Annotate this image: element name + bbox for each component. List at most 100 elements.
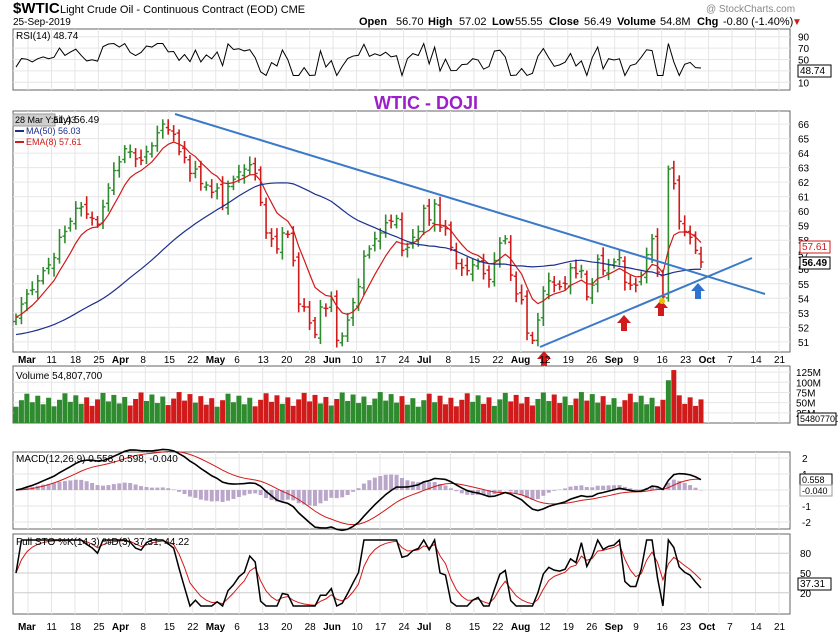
macd-histogram-bar — [367, 480, 372, 490]
volume-bar — [236, 395, 242, 423]
x-tick-label: Apr — [112, 355, 129, 366]
volume-bar — [437, 395, 443, 423]
macd-histogram-bar — [682, 482, 687, 490]
price-panel: 6665646362616059585756555453525128 Mar Y… — [12, 93, 831, 367]
volume-bar — [62, 393, 68, 423]
volume-bar — [182, 400, 188, 423]
volume-bar — [40, 404, 46, 423]
x-tick-label: 8 — [445, 622, 451, 633]
x-tick-label: 15 — [164, 622, 176, 633]
macd-histogram-bar — [378, 476, 383, 490]
y-tick-label: 59 — [798, 222, 810, 233]
y-tick-label: 2 — [802, 454, 808, 465]
macd-histogram-bar — [95, 485, 100, 490]
macd-histogram-bar — [383, 474, 388, 490]
y-tick-label: 52 — [798, 323, 810, 334]
x-tick-label: 19 — [563, 355, 575, 366]
macd-histogram-bar — [541, 490, 546, 496]
x-tick-label: 18 — [70, 355, 82, 366]
macd-histogram-bar — [226, 490, 231, 501]
volume-bar — [627, 393, 633, 423]
macd-histogram-bar — [111, 484, 116, 490]
macd-histogram-bar — [601, 485, 606, 490]
macd-histogram-bar — [313, 490, 318, 506]
volume-bar — [317, 403, 323, 423]
x-tick-label: 14 — [751, 355, 763, 366]
volume-bar — [660, 399, 666, 423]
volume-bar — [149, 394, 155, 423]
header-chg-label: Chg — [697, 16, 718, 28]
macd-histogram-bar — [79, 479, 84, 490]
volume-bar — [176, 392, 182, 423]
header-low-label: Low — [492, 16, 514, 28]
macd-histogram-bar — [182, 490, 187, 494]
x-tick-label: 12 — [539, 355, 551, 366]
macd-histogram-bar — [57, 481, 62, 490]
x-tick-label: 13 — [258, 355, 270, 366]
macd-label: MACD(12,26,9) 0.558, 0.598, -0.040 — [16, 454, 178, 465]
macd-histogram-bar — [361, 483, 366, 490]
macd-histogram-bar — [535, 490, 540, 499]
macd-histogram-bar — [242, 490, 247, 496]
volume-bar — [312, 394, 318, 423]
x-tick-label: Sep — [605, 355, 623, 366]
volume-bar — [415, 406, 421, 423]
volume-bar — [372, 398, 378, 423]
volume-bar — [394, 402, 400, 423]
y-tick-label: 50 — [800, 569, 812, 580]
volume-bar — [404, 404, 410, 423]
volume-bar — [285, 397, 291, 423]
macd-histogram-bar — [595, 485, 600, 490]
volume-bar — [551, 394, 557, 423]
volume-bar — [481, 403, 487, 423]
volume-bar — [274, 395, 280, 423]
sto-tag-label: 37.31 — [800, 579, 825, 590]
rsi-value-tag — [797, 64, 832, 78]
volume-bar — [89, 405, 95, 423]
macd-histogram-bar — [622, 486, 627, 490]
volume-bar — [524, 396, 530, 423]
red-up-arrow-icon — [617, 315, 631, 331]
macd-histogram-bar — [209, 490, 214, 502]
x-tick-label: 16 — [657, 355, 669, 366]
x-tick-label: May — [206, 355, 226, 366]
macd-histogram-bar — [612, 485, 617, 490]
macd-histogram-bar — [448, 488, 453, 490]
macd-histogram-bar — [519, 490, 524, 495]
volume-panel: 125M100M75M50M25MVolume 54,807,700548077… — [12, 365, 838, 426]
volume-bar — [383, 400, 389, 423]
x-tick-label: Jul — [417, 355, 432, 366]
volume-bar — [263, 393, 269, 423]
macd-histogram-bar — [106, 485, 111, 490]
y-tick-label: 60 — [798, 207, 810, 218]
volume-bar — [410, 398, 416, 423]
macd-histogram-bar — [52, 483, 57, 490]
header-open-label: Open — [359, 16, 387, 28]
macd-histogram-bar — [285, 490, 290, 500]
chg-down-arrow-icon: ▼ — [792, 17, 802, 28]
macd-histogram-bar — [296, 490, 301, 504]
volume-bar — [573, 398, 579, 423]
volume-bar — [529, 405, 535, 423]
y-tick-label: 75M — [796, 388, 815, 399]
macd-histogram-bar — [655, 487, 660, 490]
volume-bar — [192, 402, 198, 423]
macd-histogram-bar — [525, 490, 530, 498]
volume-bar — [339, 392, 345, 423]
macd-histogram-bar — [584, 487, 589, 490]
macd-histogram-bar — [394, 474, 399, 490]
macd-histogram-bar — [508, 490, 513, 492]
x-tick-label: Jun — [323, 622, 341, 633]
volume-bar — [18, 400, 24, 423]
y-tick-label: 125M — [796, 368, 821, 379]
close-value-tag — [799, 256, 831, 270]
macd-histogram-bar — [481, 490, 486, 496]
volume-bar — [606, 404, 612, 423]
macd-histogram-bar — [688, 485, 693, 490]
x-tick-label: 25 — [93, 355, 105, 366]
volume-bar — [584, 400, 590, 423]
ema-value-tag — [799, 240, 831, 254]
volume-bar — [595, 402, 601, 423]
